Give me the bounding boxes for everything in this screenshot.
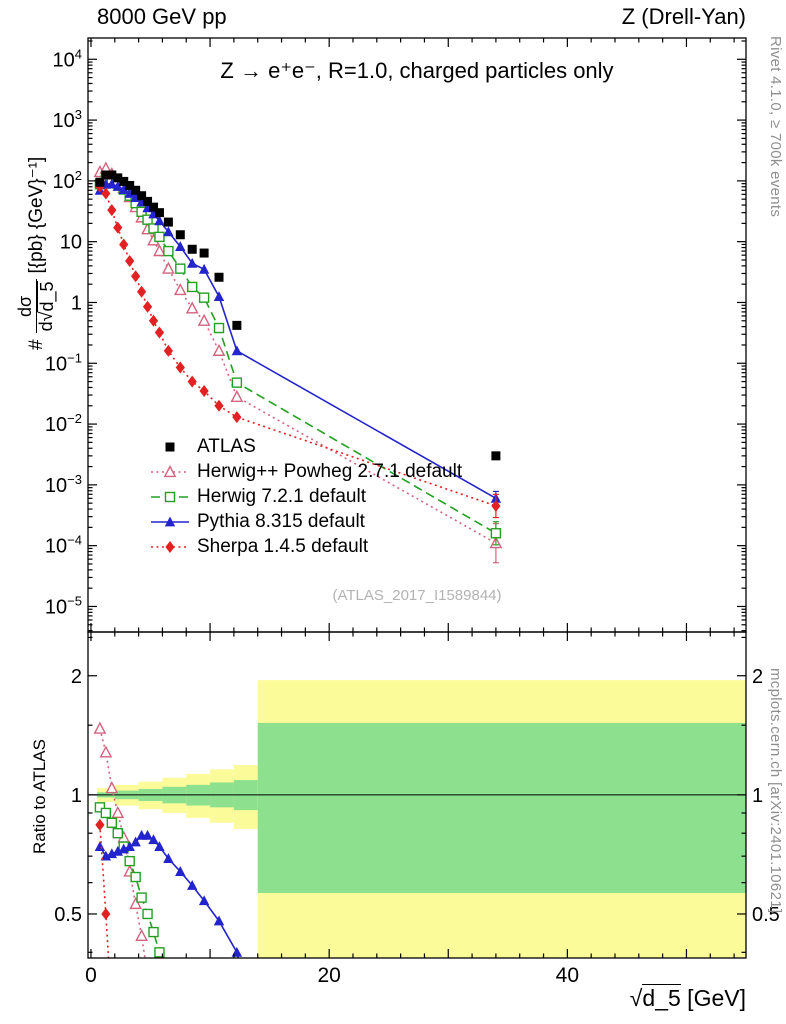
legend-item-herwig7: Herwig 7.2.1 default [150,484,462,509]
plot-title: Z → e⁺e⁻, R=1.0, charged particles only [220,58,614,83]
legend-label-herwig7: Herwig 7.2.1 default [197,485,366,507]
legend-marker-herwigpp-powheg [150,462,190,482]
svg-text:1: 1 [71,785,82,807]
rivet-version-note: Rivet 4.1.0, ≥ 700k events [767,36,784,218]
mcplots-arxiv-note: mcplots.cern.ch [arXiv:2401.10621] [767,668,784,914]
svg-text:1: 1 [71,292,82,314]
y-label-den-arg: d_5 [36,281,58,312]
svg-text:40: 40 [556,964,579,987]
legend-item-atlas: ATLAS [150,434,462,459]
legend-label-herwigpp-powheg: Herwig++ Powheg 2.7.1 default [197,460,463,482]
legend-item-pythia8: Pythia 8.315 default [150,509,462,534]
process-label: Z (Drell-Yan) [621,4,746,29]
svg-text:2: 2 [752,666,763,688]
svg-text:20: 20 [317,964,340,987]
y-label-numerator: dσ [15,295,35,318]
svg-text:10−3: 10−3 [45,472,82,497]
x-label-unit: [GeV] [680,985,746,1011]
legend-item-sherpa: Sherpa 1.4.5 default [150,534,462,559]
legend-marker-sherpa [150,537,190,557]
analysis-watermark: (ATLAS_2017_I1589844) [332,587,502,604]
svg-text:10−5: 10−5 [45,593,82,618]
y-label-units: [{pb} {GeV}⁻¹] [26,156,48,274]
svg-text:10−1: 10−1 [45,350,82,375]
svg-text:10−4: 10−4 [45,533,82,558]
x-axis-label: √ d_5 [GeV] [630,984,746,1012]
legend-marker-atlas [150,437,190,457]
legend: ATLAS Herwig++ Powheg 2.7.1 default Herw… [150,434,462,559]
legend-label-pythia8: Pythia 8.315 default [197,510,365,532]
ratio-axis-label: Ratio to ATLAS [30,739,49,854]
x-label-arg: d_5 [642,984,681,1011]
svg-text:1: 1 [752,785,763,807]
x-label-radical: √ [629,985,643,1011]
svg-text:2: 2 [71,666,82,688]
svg-text:0.5: 0.5 [752,904,780,926]
y-label-den-pre: d√ [35,311,56,332]
legend-item-herwigpp-powheg: Herwig++ Powheg 2.7.1 default [150,459,462,484]
beam-energy-label: 8000 GeV pp [97,4,227,29]
y-axis-label: # dσ d√ d_5 [{pb} {GeV}⁻¹] [15,156,58,350]
legend-label-sherpa: Sherpa 1.4.5 default [197,535,369,557]
y-label-fraction: dσ d√ d_5 [15,279,58,334]
svg-text:104: 104 [53,46,82,71]
legend-marker-pythia8 [150,512,190,532]
svg-text:0.5: 0.5 [54,904,82,926]
legend-label-atlas: ATLAS [197,435,256,457]
svg-text:102: 102 [53,168,82,193]
legend-marker-herwig7 [150,487,190,507]
svg-text:0: 0 [85,964,97,987]
svg-text:10−2: 10−2 [45,411,82,436]
y-label-denominator: d√ d_5 [35,279,58,334]
svg-text:10: 10 [60,232,82,254]
svg-text:103: 103 [53,107,82,132]
y-label-prefix: # [25,339,47,350]
